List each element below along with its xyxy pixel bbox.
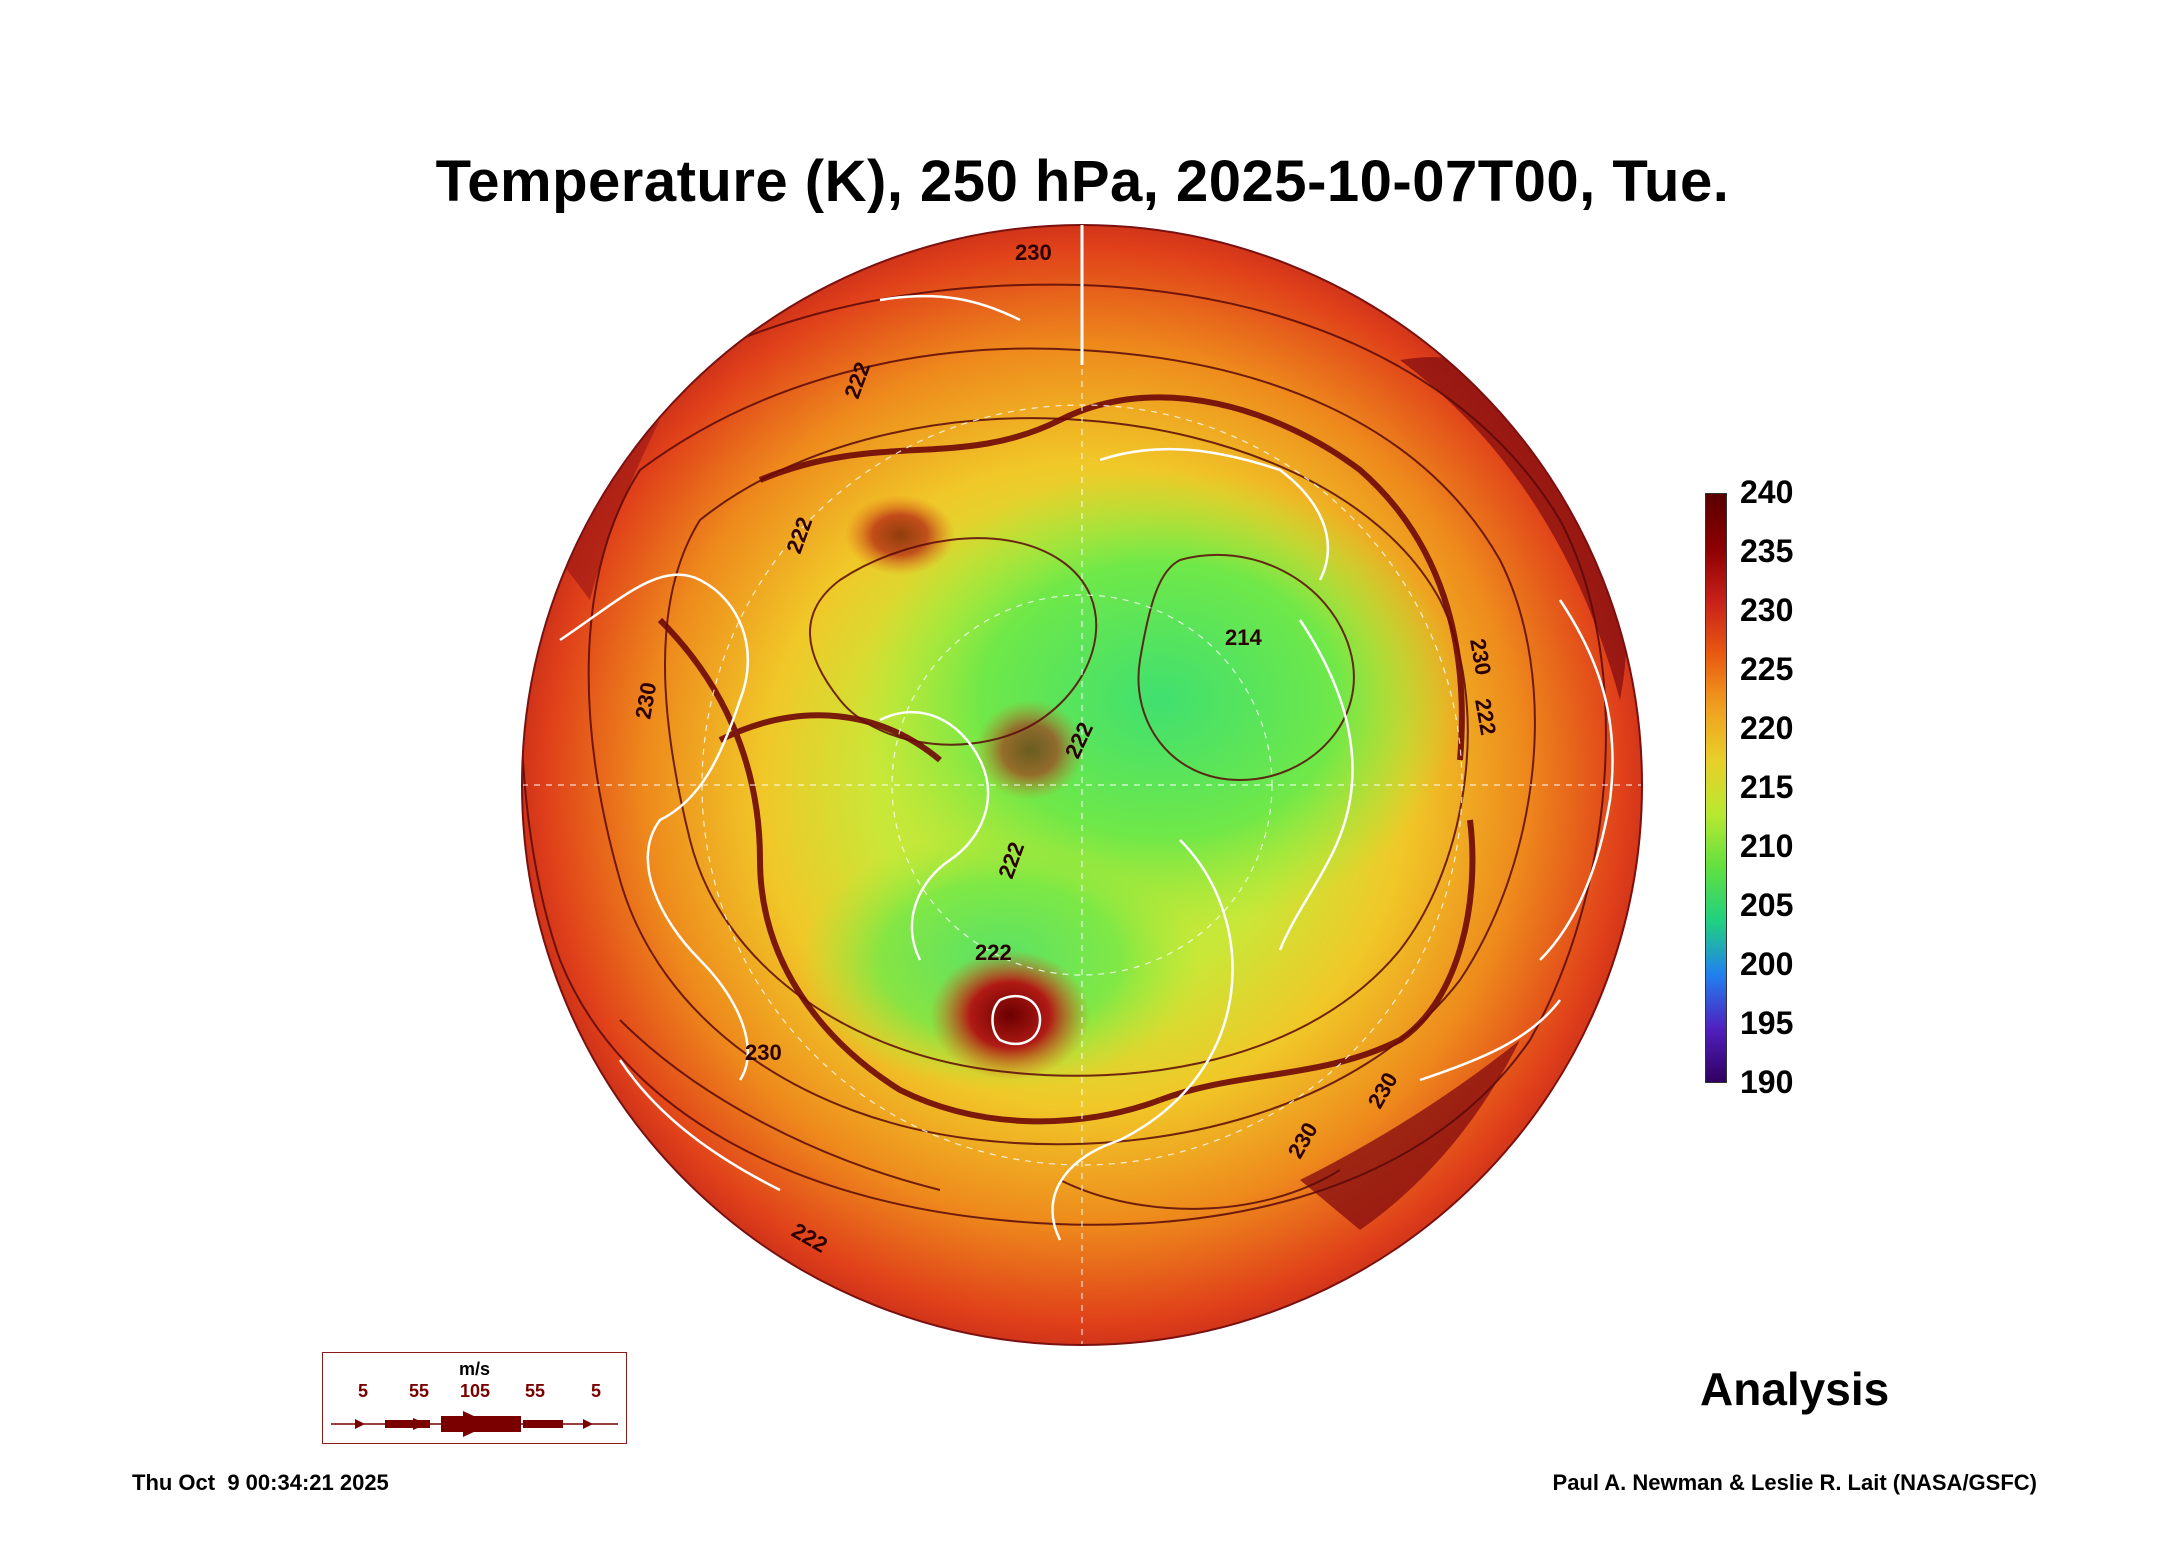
- wind-legend-label: 105: [459, 1381, 491, 1401]
- wind-legend-arrow: [331, 1411, 618, 1437]
- colorbar-tick-200: 200: [1740, 946, 1794, 982]
- render-timestamp: Thu Oct 9 00:34:21 2025: [132, 1470, 389, 1495]
- temperature-field: [522, 225, 1642, 1345]
- contour-label: 222: [975, 940, 1012, 965]
- wind-legend-label: 55: [408, 1381, 430, 1401]
- wind-legend-unit: m/s: [458, 1359, 491, 1379]
- coastlines: [559, 294, 1614, 1241]
- colorbar: [1705, 493, 1727, 1083]
- isotherm-lines: [522, 283, 1607, 1226]
- analysis-badge: Analysis: [1700, 1363, 1890, 1415]
- colorbar-tick-240: 240: [1740, 474, 1794, 510]
- colorbar-tick-190: 190: [1740, 1064, 1794, 1100]
- colorbar-tick-235: 235: [1740, 533, 1794, 569]
- colorbar-tick-205: 205: [1740, 887, 1794, 923]
- contour-label: 214: [1225, 625, 1262, 650]
- wind-legend-label: 5: [590, 1381, 602, 1401]
- contour-label: 230: [1015, 240, 1052, 265]
- wind-legend-label: 5: [357, 1381, 369, 1401]
- author-credit: Paul A. Newman & Leslie R. Lait (NASA/GS…: [1552, 1470, 2037, 1495]
- wind-speed-legend: m/s 5 55 105 55 5: [322, 1352, 627, 1444]
- contour-label: 230: [745, 1040, 782, 1065]
- colorbar-tick-195: 195: [1740, 1005, 1794, 1041]
- colorbar-tick-230: 230: [1740, 592, 1794, 628]
- graticule: [522, 225, 1642, 1345]
- colorbar-tick-215: 215: [1740, 769, 1794, 805]
- chart-title: Temperature (K), 250 hPa, 2025-10-07T00,…: [435, 149, 1730, 214]
- wind-legend-label: 55: [524, 1381, 546, 1401]
- colorbar-tick-220: 220: [1740, 710, 1794, 746]
- colorbar-tick-210: 210: [1740, 828, 1794, 864]
- jet-stream-lines: [657, 394, 1476, 1125]
- colorbar-tick-225: 225: [1740, 651, 1794, 687]
